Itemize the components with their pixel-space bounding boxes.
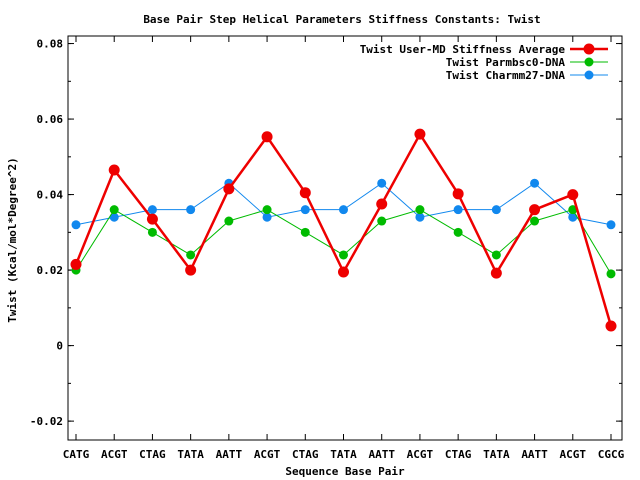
y-axis-label: Twist (Kcal/mol*Degree^2)	[6, 157, 19, 323]
legend-label: Twist User-MD Stiffness Average	[360, 43, 566, 56]
x-axis-label: Sequence Base Pair	[285, 465, 405, 478]
series-layer	[70, 128, 617, 332]
x-tick-label: AATT	[521, 448, 548, 461]
data-point	[223, 183, 235, 195]
data-point	[339, 205, 348, 215]
x-tick-label: ACGT	[101, 448, 128, 461]
data-point	[530, 178, 540, 188]
chart-title: Base Pair Step Helical Parameters Stiffn…	[143, 13, 540, 26]
data-point	[567, 189, 579, 201]
data-point	[376, 198, 388, 210]
data-point	[109, 205, 119, 215]
data-point	[339, 250, 348, 260]
data-point	[338, 266, 349, 278]
x-tick-label: CATG	[63, 448, 90, 461]
x-tick-label: ACGT	[560, 448, 587, 461]
x-tick-label: TATA	[483, 448, 510, 461]
data-point	[415, 205, 425, 215]
legend-label: Twist Parmbsc0-DNA	[446, 56, 566, 69]
data-point	[414, 128, 426, 140]
data-point	[453, 205, 463, 215]
data-point	[529, 204, 541, 216]
legend-marker	[583, 43, 595, 55]
data-point	[146, 213, 158, 225]
y-tick-label: 0.08	[37, 38, 64, 51]
data-point	[299, 187, 311, 199]
data-point	[568, 205, 578, 215]
x-tick-label: TATA	[330, 448, 357, 461]
x-tick-label: TATA	[177, 448, 204, 461]
data-point	[491, 205, 501, 215]
x-tick-label: ACGT	[407, 448, 434, 461]
x-tick-label: CGCG	[598, 448, 625, 461]
y-tick-label: 0	[56, 340, 63, 353]
data-point	[109, 212, 119, 222]
y-tick-label: 0.06	[37, 113, 64, 126]
data-point	[415, 212, 425, 222]
data-point	[261, 131, 273, 143]
legend-marker	[584, 57, 594, 67]
data-point	[377, 178, 387, 188]
data-point	[108, 164, 120, 176]
data-point	[147, 227, 157, 237]
x-tick-label: AATT	[216, 448, 243, 461]
data-point	[300, 205, 310, 215]
data-point	[530, 216, 540, 226]
legend-label: Twist Charmm27-DNA	[446, 69, 566, 82]
data-point	[453, 227, 463, 237]
data-point	[71, 220, 81, 230]
x-tick-label: AATT	[368, 448, 395, 461]
data-point	[224, 216, 234, 226]
data-point	[262, 205, 272, 215]
data-point	[186, 205, 196, 215]
x-tick-label: ACGT	[254, 448, 281, 461]
data-point	[262, 212, 272, 222]
plot-axes: -0.02 0 0.02 0.04 0.06 0.08 CATG ACGT CTAG TATA AA…	[30, 35, 625, 461]
data-point	[186, 250, 196, 260]
legend-marker	[584, 70, 594, 80]
y-tick-label: 0.02	[37, 264, 64, 277]
data-point	[185, 264, 197, 276]
series-3	[71, 178, 616, 230]
data-point	[491, 250, 501, 260]
y-tick-label: -0.02	[30, 415, 63, 428]
series-1	[70, 128, 617, 332]
plot-frame	[67, 35, 623, 441]
data-point	[606, 220, 616, 230]
x-tick-label: CTAG	[139, 448, 166, 461]
data-point	[377, 216, 387, 226]
x-tick-label: CTAG	[292, 448, 319, 461]
data-point	[606, 269, 616, 279]
data-point	[490, 267, 502, 279]
y-tick-label: 0.04	[37, 189, 64, 202]
data-point	[300, 227, 310, 237]
x-tick-label: CTAG	[445, 448, 472, 461]
data-point	[568, 212, 578, 222]
data-point	[147, 205, 157, 215]
data-point	[452, 188, 464, 200]
data-point	[70, 258, 82, 270]
data-point	[605, 320, 617, 332]
